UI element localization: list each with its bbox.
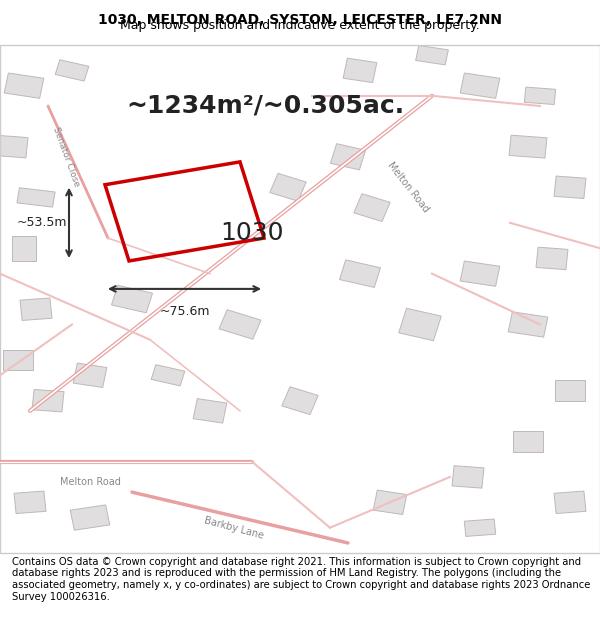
Polygon shape	[193, 399, 227, 423]
Polygon shape	[73, 363, 107, 388]
Polygon shape	[452, 466, 484, 488]
Text: Senator Close: Senator Close	[51, 126, 81, 188]
Polygon shape	[14, 491, 46, 514]
Text: Barkby Lane: Barkby Lane	[203, 515, 265, 541]
Text: Melton Road: Melton Road	[59, 477, 121, 487]
Polygon shape	[464, 519, 496, 536]
Polygon shape	[340, 260, 380, 288]
Text: ~1234m²/~0.305ac.: ~1234m²/~0.305ac.	[126, 94, 404, 118]
Polygon shape	[508, 312, 548, 337]
Text: Contains OS data © Crown copyright and database right 2021. This information is : Contains OS data © Crown copyright and d…	[12, 557, 590, 601]
Polygon shape	[554, 176, 586, 199]
Text: Melton Road: Melton Road	[385, 160, 431, 214]
Polygon shape	[554, 491, 586, 514]
Polygon shape	[509, 135, 547, 158]
Text: 1030: 1030	[220, 221, 284, 245]
Text: 1030, MELTON ROAD, SYSTON, LEICESTER, LE7 2NN: 1030, MELTON ROAD, SYSTON, LEICESTER, LE…	[98, 12, 502, 27]
Text: ~75.6m: ~75.6m	[159, 305, 210, 318]
Polygon shape	[282, 387, 318, 414]
Polygon shape	[354, 194, 390, 221]
Polygon shape	[3, 350, 33, 370]
Polygon shape	[555, 381, 585, 401]
Text: Map shows position and indicative extent of the property.: Map shows position and indicative extent…	[120, 19, 480, 32]
Polygon shape	[524, 87, 556, 104]
Polygon shape	[270, 173, 306, 201]
Polygon shape	[536, 247, 568, 269]
Polygon shape	[416, 46, 448, 65]
Polygon shape	[70, 505, 110, 530]
Polygon shape	[399, 308, 441, 341]
Polygon shape	[343, 58, 377, 82]
Polygon shape	[151, 364, 185, 386]
Polygon shape	[460, 261, 500, 286]
Polygon shape	[0, 136, 28, 158]
Polygon shape	[331, 144, 365, 170]
Polygon shape	[4, 73, 44, 98]
Polygon shape	[513, 431, 543, 451]
Polygon shape	[20, 298, 52, 321]
Polygon shape	[219, 310, 261, 339]
Polygon shape	[460, 73, 500, 98]
Polygon shape	[112, 285, 152, 313]
Polygon shape	[32, 389, 64, 412]
Polygon shape	[17, 188, 55, 207]
Polygon shape	[12, 236, 36, 261]
Polygon shape	[373, 490, 407, 514]
Polygon shape	[55, 60, 89, 81]
Text: ~53.5m: ~53.5m	[17, 216, 67, 229]
